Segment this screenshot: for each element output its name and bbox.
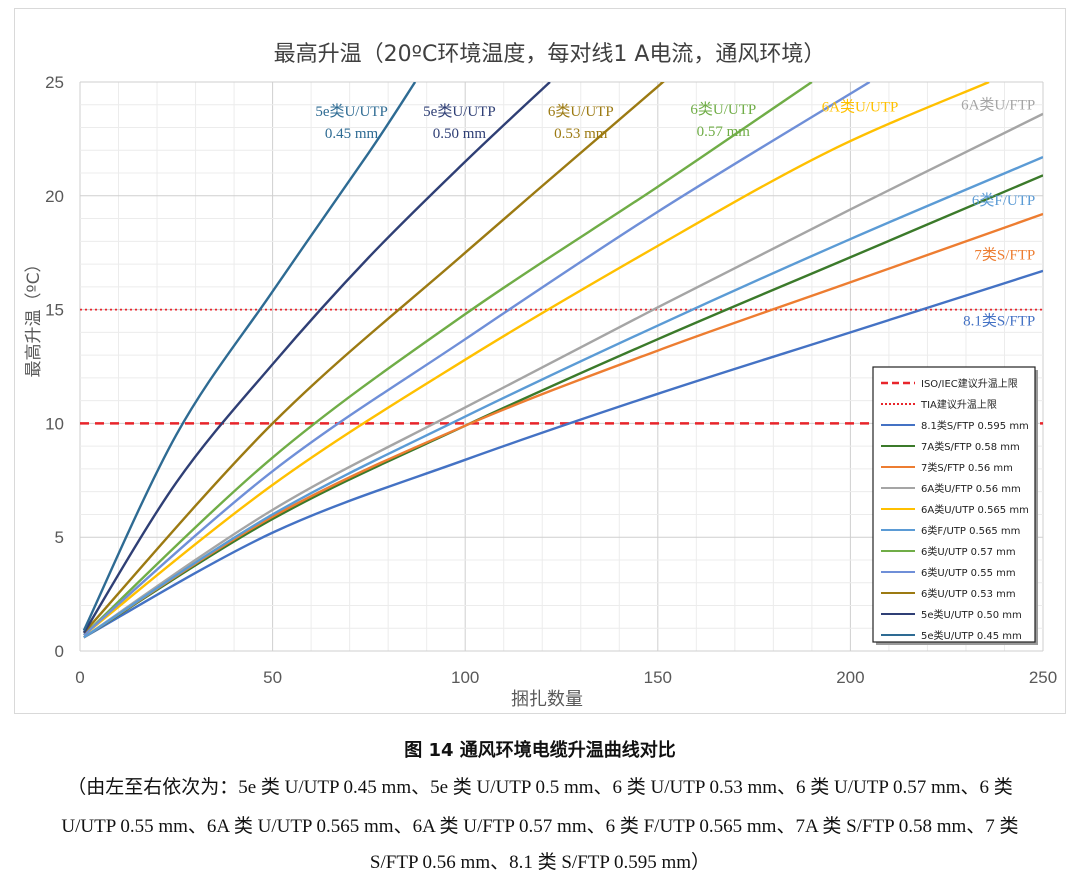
- series-label: 6A类U/FTP: [961, 96, 1035, 113]
- series-line: [83, 156, 1043, 639]
- series-label: 6类F/UTP: [972, 192, 1035, 209]
- series-line: [83, 212, 1043, 639]
- x-tick-label: 0: [75, 668, 84, 687]
- legend-label: 6类U/UTP 0.53 mm: [921, 587, 1016, 600]
- series-group: [82, 82, 1043, 639]
- series-label: 7类S/FTP: [974, 247, 1035, 264]
- series-label: 5e类U/UTP: [315, 103, 388, 120]
- figure-note-line-2: U/UTP 0.55 mm、6A 类 U/UTP 0.565 mm、6A 类 U…: [61, 816, 1019, 837]
- x-axis-title: 捆扎数量: [511, 689, 583, 710]
- series-line: [82, 82, 417, 632]
- legend-label: 5e类U/UTP 0.50 mm: [921, 608, 1022, 621]
- series-line: [83, 82, 813, 636]
- figure-caption-title: 图 14 通风环境电缆升温曲线对比: [404, 740, 676, 761]
- series-label: 0.50 mm: [433, 126, 487, 142]
- series-label: 0.45 mm: [325, 126, 379, 142]
- x-tick-label: 100: [451, 668, 479, 687]
- legend-box: [872, 366, 1036, 643]
- series-label: 6A类U/UTP: [822, 99, 899, 116]
- series-label: 6类U/UTP: [548, 103, 614, 120]
- series-label: 0.57 mm: [697, 124, 751, 140]
- legend-label: 6类U/UTP 0.57 mm: [921, 545, 1016, 558]
- chart: 最高升温（20ºC环境温度，每对线1 A电流，通风环境）0 50 100 150 200…: [24, 42, 1057, 710]
- legend-label: 6类F/UTP 0.565 mm: [921, 524, 1020, 537]
- y-axis-title: 最高升温（ºC）: [24, 256, 44, 378]
- x-tick-label: 150: [644, 668, 672, 687]
- series-line: [83, 174, 1043, 639]
- series-line: [83, 269, 1043, 639]
- x-tick-label: 50: [263, 668, 282, 687]
- x-tick-label: 250: [1029, 668, 1057, 687]
- y-tick-label: 10: [45, 414, 64, 433]
- legend-label: 7类S/FTP 0.56 mm: [921, 461, 1013, 474]
- series-line: [83, 82, 871, 636]
- figure-note-line-1: （由左至右依次为：5e 类 U/UTP 0.45 mm、5e 类 U/UTP 0…: [67, 777, 1013, 798]
- series-label: 8.1类S/FTP: [963, 313, 1035, 330]
- legend-label: 8.1类S/FTP 0.595 mm: [921, 419, 1029, 432]
- legend-label: 7A类S/FTP 0.58 mm: [921, 440, 1020, 453]
- figure-note-line-3: S/FTP 0.56 mm、8.1 类 S/FTP 0.595 mm）: [369, 852, 711, 873]
- series-line: [83, 112, 1043, 639]
- chart-title: 最高升温（20ºC环境温度，每对线1 A电流，通风环境）: [274, 42, 826, 67]
- legend: ISO/IEC建议升温上限 TIA建议升温上限 8.1类S/FTP 0.595 mm…: [872, 366, 1038, 645]
- y-tick-label: 20: [45, 187, 64, 206]
- legend-label: 6A类U/UTP 0.565 mm: [921, 503, 1029, 516]
- chart-frame: 最高升温（20ºC环境温度，每对线1 A电流，通风环境） 0 50 100 150 200…: [14, 8, 1066, 714]
- series-label: 5e类U/UTP: [423, 103, 496, 120]
- y-tick-label: 0: [55, 642, 64, 661]
- y-tick-label: 25: [45, 73, 64, 92]
- x-tick-label: 200: [836, 668, 864, 687]
- legend-label: TIA建议升温上限: [920, 398, 997, 411]
- series-line: [82, 82, 551, 634]
- y-tick-label: 5: [55, 528, 64, 547]
- series-line: [82, 82, 665, 634]
- series-label: 0.53 mm: [554, 126, 608, 142]
- legend-label: 5e类U/UTP 0.45 mm: [921, 629, 1022, 642]
- legend-label: ISO/IEC建议升温上限: [921, 377, 1018, 390]
- series-label: 6类U/UTP: [690, 101, 756, 118]
- legend-label: 6A类U/FTP 0.56 mm: [921, 482, 1021, 495]
- series-line: [83, 82, 990, 637]
- y-tick-label: 15: [45, 301, 64, 320]
- legend-label: 6类U/UTP 0.55 mm: [921, 566, 1016, 579]
